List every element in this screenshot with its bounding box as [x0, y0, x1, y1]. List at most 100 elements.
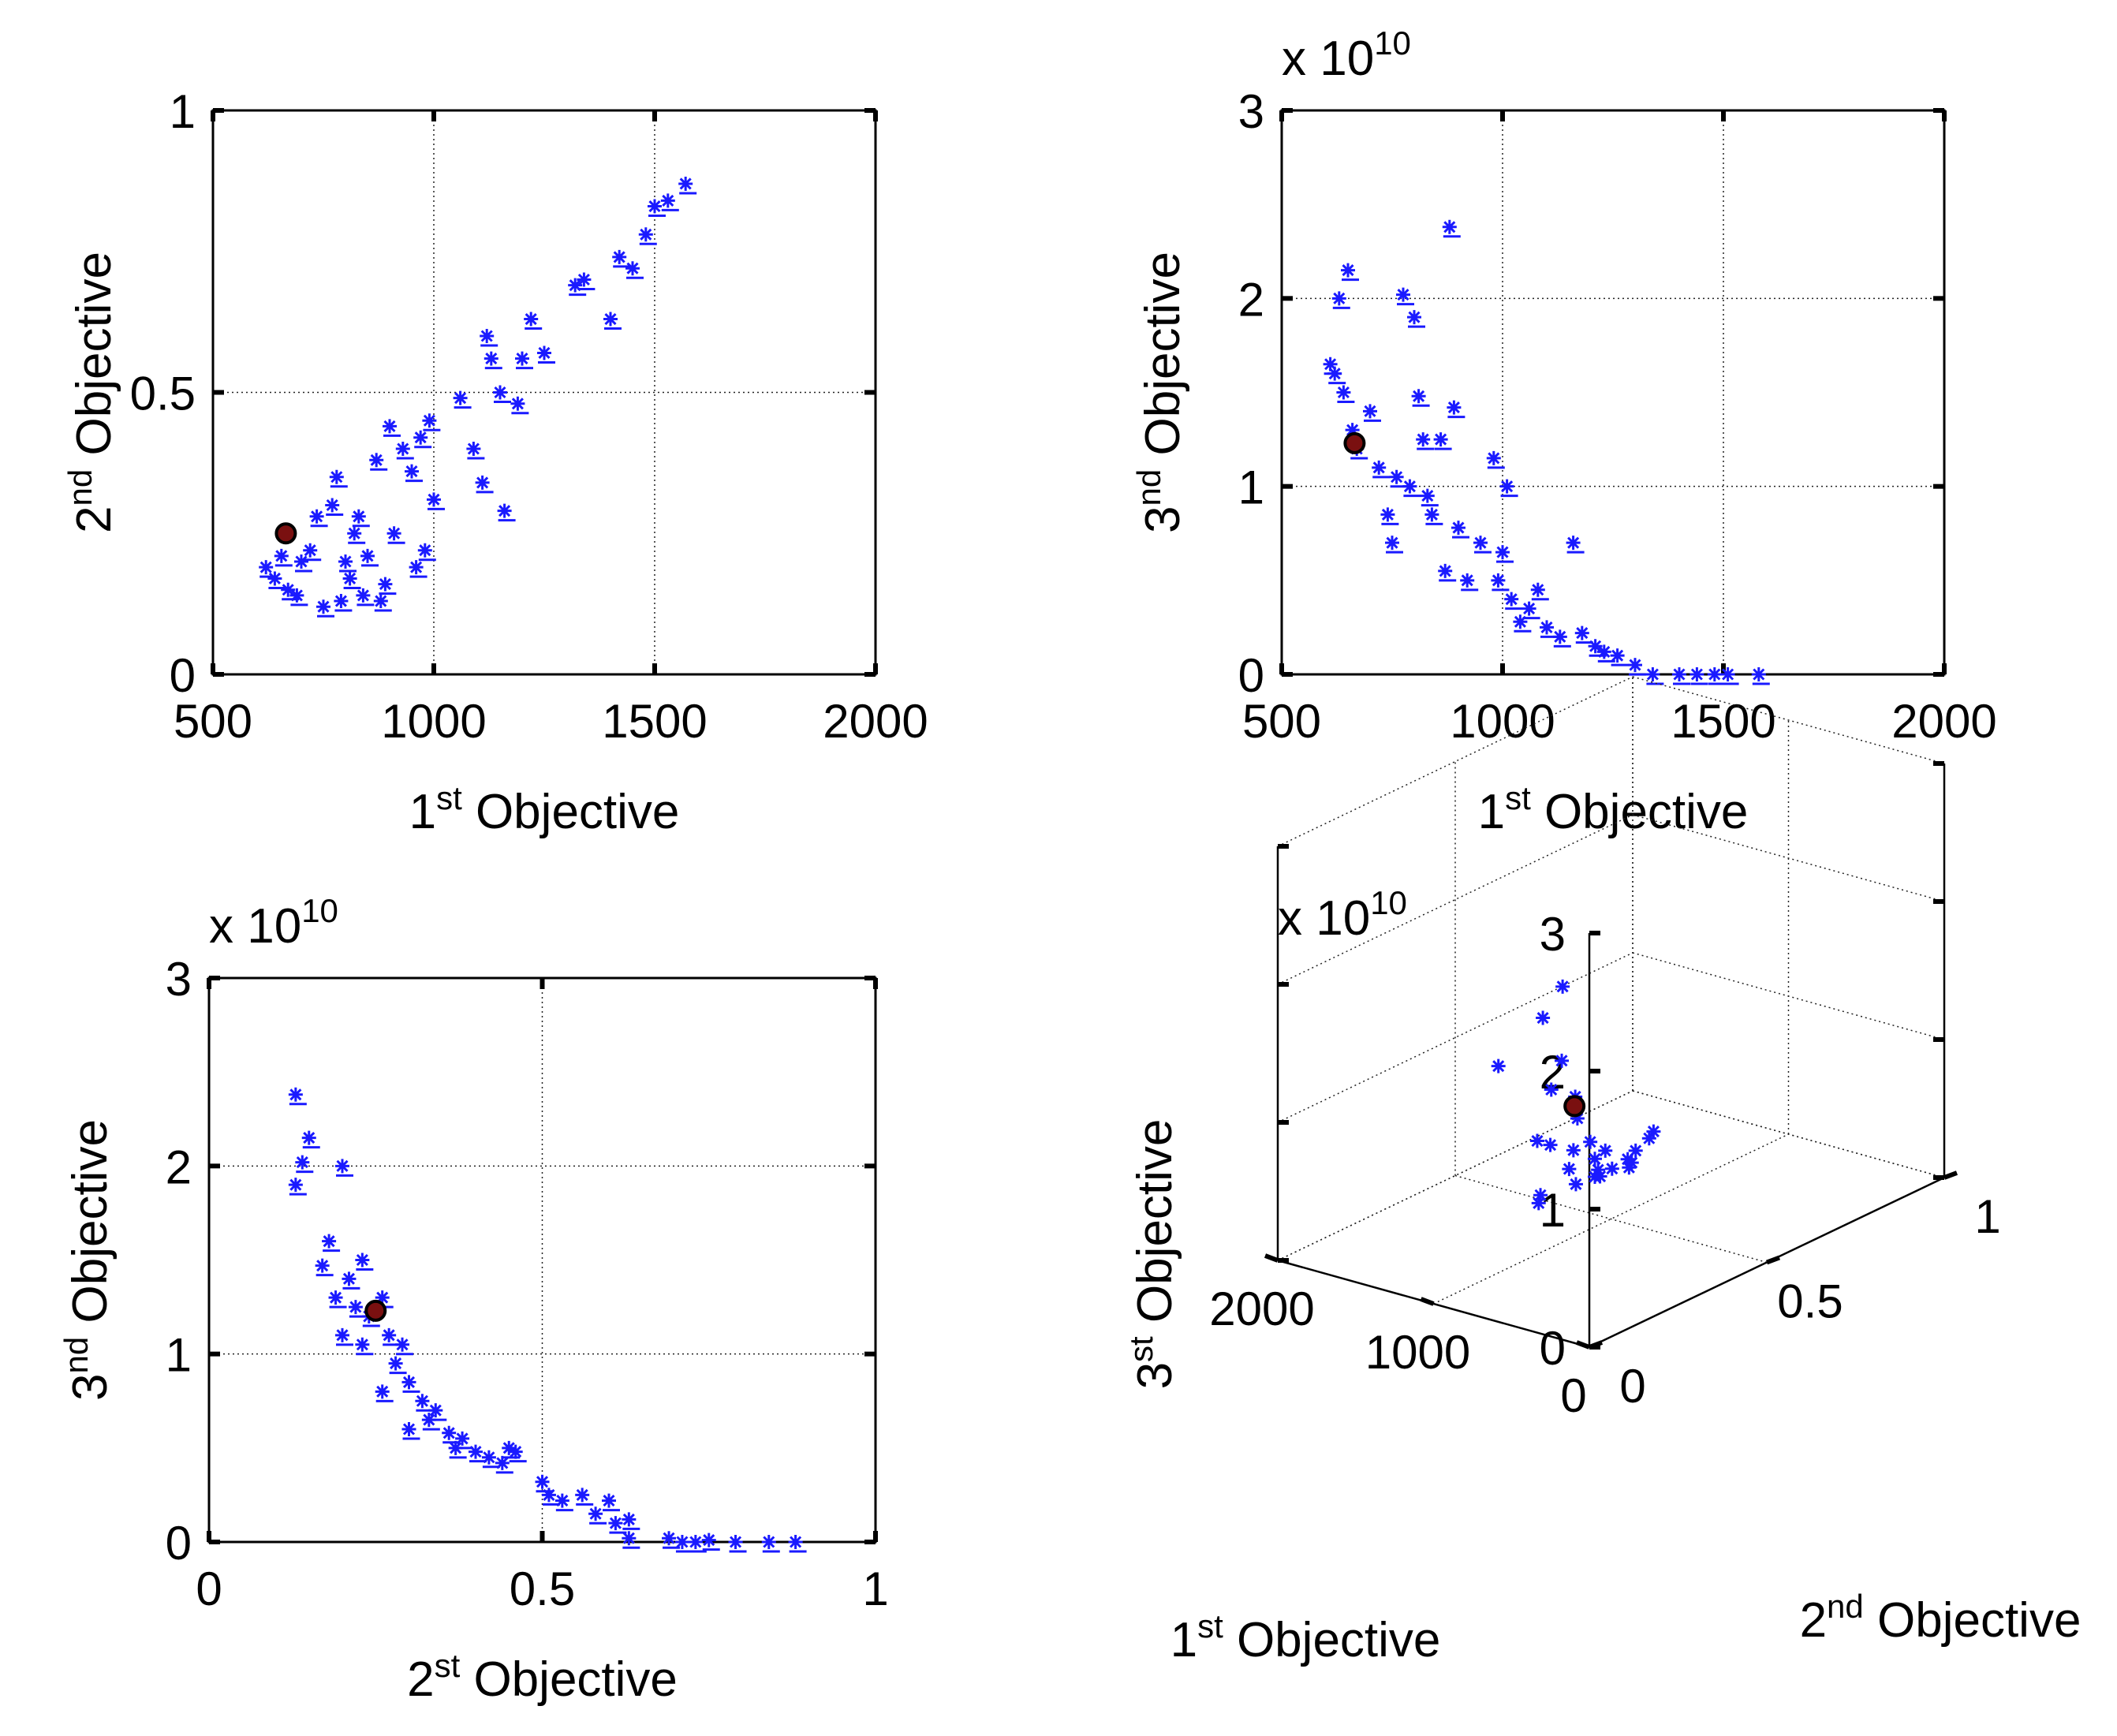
data-point	[577, 272, 592, 287]
data-point	[342, 1271, 357, 1286]
data-point	[1491, 1058, 1506, 1073]
data-point	[1562, 1162, 1577, 1177]
data-point	[1552, 629, 1567, 644]
data-point	[1451, 521, 1465, 536]
data-point	[259, 560, 274, 575]
data-series	[1323, 219, 1770, 685]
data-point	[497, 503, 512, 518]
data-point	[1583, 1134, 1598, 1149]
data-point	[1544, 1082, 1559, 1097]
data-point	[688, 1535, 703, 1549]
data-point	[1566, 536, 1581, 551]
data-point	[427, 492, 441, 507]
x-tick-label: 500	[174, 695, 252, 748]
data-point	[541, 1488, 556, 1503]
z-tick-label: 0	[1540, 1322, 1566, 1375]
x-tick-label: 1000	[381, 695, 486, 748]
x-tick-label: 0.5	[510, 1562, 575, 1615]
x-tick-label: 0	[1560, 1369, 1586, 1422]
data-point	[1521, 601, 1536, 616]
data-point	[662, 1531, 677, 1546]
data-point	[469, 1444, 483, 1459]
data-point	[1596, 644, 1611, 659]
data-point	[1646, 1124, 1661, 1139]
grid-line	[1277, 952, 1633, 1123]
data-point	[360, 548, 375, 563]
tick	[1588, 1340, 1604, 1350]
y-tick-label: 2	[1238, 273, 1264, 326]
x-tick-label: 1500	[602, 695, 707, 748]
data-point	[1689, 667, 1704, 681]
axis-scale-note: x 1010	[1282, 24, 1411, 86]
data-point	[373, 594, 388, 609]
data-point	[1540, 620, 1554, 635]
data-point	[1536, 1010, 1551, 1025]
y-tick-label: 1	[166, 1329, 192, 1382]
data-point	[289, 588, 304, 603]
data-point	[409, 560, 424, 575]
data-point	[294, 554, 308, 569]
data-point	[334, 594, 349, 609]
data-point	[1720, 667, 1735, 681]
x-tick-label: 2000	[1891, 695, 1996, 748]
data-point	[1555, 979, 1570, 994]
data-point	[303, 543, 318, 558]
data-point	[342, 571, 357, 586]
data-point	[575, 1488, 590, 1503]
data-point	[325, 498, 340, 513]
data-point	[329, 469, 344, 484]
y-tick-label: 1	[1974, 1190, 2000, 1243]
data-point	[401, 1422, 416, 1436]
data-point	[588, 1506, 603, 1521]
data-point	[455, 1431, 470, 1446]
data-point	[612, 249, 627, 264]
data-point	[1529, 1133, 1544, 1148]
plot-area	[1282, 110, 1944, 674]
data-point	[328, 1290, 343, 1305]
data-point	[417, 543, 432, 558]
data-point	[602, 1493, 616, 1508]
data-point	[625, 261, 640, 276]
data-point	[1504, 592, 1519, 607]
data-point	[1533, 1188, 1548, 1203]
y-tick-label: 0.5	[1777, 1275, 1843, 1328]
x-axis-label: 1st Objective	[1478, 779, 1749, 839]
data-point	[1628, 658, 1642, 673]
y-tick-label: 0.5	[130, 368, 196, 420]
data-point	[1327, 366, 1342, 381]
data-point	[382, 1327, 397, 1342]
data-point	[309, 509, 324, 524]
data-point	[355, 1253, 370, 1267]
selected-point	[1343, 431, 1366, 454]
data-point	[1380, 507, 1395, 522]
grid-line	[1632, 676, 1945, 764]
data-point	[608, 1516, 623, 1531]
grid-line	[1632, 1090, 1945, 1178]
data-point	[351, 509, 366, 524]
selected-point	[1563, 1095, 1586, 1118]
data-point	[1628, 1143, 1643, 1158]
data-point	[395, 442, 410, 456]
tick	[1420, 1297, 1435, 1306]
data-series	[259, 176, 697, 618]
y-tick-label: 1	[170, 85, 196, 138]
data-point	[322, 1234, 337, 1249]
data-point	[1495, 545, 1510, 560]
tick	[1575, 1340, 1591, 1350]
data-point	[674, 1535, 689, 1549]
scatter-panel-obj2-vs-obj3: 0 0.5 1 0 1 2 3 2st Objective 3nd Objective x 101…	[58, 892, 889, 1707]
data-point	[1331, 291, 1346, 306]
y-tick-label: 2	[166, 1141, 192, 1193]
tick	[1264, 1253, 1279, 1263]
data-point	[510, 396, 525, 411]
axis-scale-note: x 1010	[1278, 884, 1407, 946]
axis-scale-note: x 1010	[209, 892, 338, 954]
data-point	[1645, 667, 1660, 681]
data-point	[1707, 667, 1722, 681]
y-axis-label: 2nd Objective	[62, 252, 121, 533]
data-point	[524, 312, 539, 327]
data-point	[1438, 563, 1453, 578]
data-point	[1363, 404, 1377, 419]
scatter-panel-obj1-vs-obj2: 500 1000 1500 2000 0 0.5 1 1st Objective 2nd Obj…	[62, 85, 928, 839]
